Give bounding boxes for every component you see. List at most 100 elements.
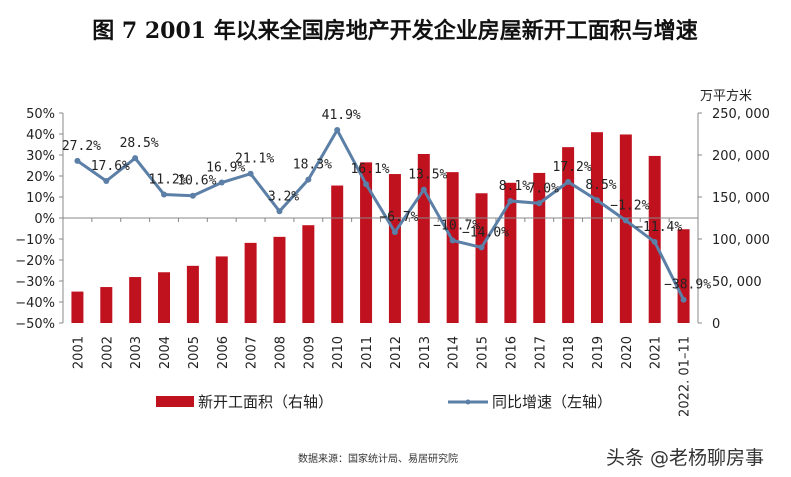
legend-bar-label: 新开工面积（右轴） (198, 393, 333, 411)
growth-point-2019 (593, 197, 600, 204)
growth-data-label: 18.3% (293, 158, 332, 173)
right-tick-label: 100, 000 (712, 233, 770, 248)
legend: 新开工面积（右轴） 同比增速（左轴） (156, 393, 612, 411)
growth-data-label: 28.5% (120, 136, 159, 151)
left-tick-label: 20% (26, 170, 55, 185)
source-note: 数据来源：国家统计局、易居研究院 (298, 452, 458, 465)
bar-new-starts-2019 (590, 132, 603, 323)
growth-data-label: −11.4% (635, 220, 682, 235)
x-tick-label: 2018 (562, 336, 577, 369)
growth-data-label: 41.9% (322, 108, 361, 123)
bar-new-starts-2008 (273, 236, 286, 323)
x-tick-label: 2013 (418, 336, 433, 369)
growth-data-label: 17.6% (91, 159, 130, 174)
bar-new-starts-2005 (186, 265, 199, 323)
bar-new-starts-2001 (71, 291, 84, 323)
growth-point-2016 (507, 197, 514, 204)
legend-bar-swatch (156, 396, 194, 407)
x-tick-label: 2005 (187, 336, 202, 369)
growth-point-2005 (189, 192, 196, 199)
growth-data-label: 7.0% (528, 181, 559, 196)
growth-point-2017 (536, 200, 543, 207)
x-tick-label: 2011 (360, 336, 375, 369)
growth-data-label: −38.9% (664, 278, 711, 293)
growth-data-label: −10.7% (433, 218, 480, 233)
growth-data-label: 17.2% (553, 160, 592, 175)
x-tick-label: 2019 (591, 336, 606, 369)
right-axis-unit: 万平方米 (700, 88, 752, 104)
x-tick-label: 2010 (331, 336, 346, 369)
left-tick-label: −10% (15, 233, 55, 248)
bar-new-starts-2020 (619, 134, 632, 323)
x-tick-label: 2014 (447, 336, 462, 369)
growth-point-2001 (74, 157, 81, 164)
growth-point-2008 (276, 208, 283, 215)
right-tick-label: 150, 000 (712, 191, 770, 206)
growth-data-label: 13.5% (408, 168, 447, 183)
x-tick-label: 2002 (100, 336, 115, 369)
bar-new-starts-2006 (215, 256, 228, 323)
growth-data-label: −14.0% (462, 225, 509, 240)
watermark: 头条 @老杨聊房事 (606, 447, 764, 469)
x-tick-label: 2007 (245, 336, 260, 369)
chart-title: 图 7 2001 年以来全国房地产开发企业房屋新开工面积与增速 (92, 18, 698, 44)
growth-data-label: −6.7% (379, 210, 418, 225)
x-tick-label: 2001 (71, 336, 86, 369)
x-tick-label: 2006 (216, 336, 231, 369)
growth-data-label: 16.1% (350, 162, 389, 177)
growth-point-2022. 01–11 (680, 296, 687, 303)
legend-line-marker (465, 399, 471, 405)
growth-point-2006 (218, 179, 225, 186)
bar-new-starts-2004 (158, 272, 171, 323)
growth-data-label: 27.2% (62, 139, 101, 154)
growth-data-label: 16.9% (206, 161, 245, 176)
growth-point-2013 (420, 186, 427, 193)
growth-data-label: 11.2% (148, 172, 187, 187)
legend-line-label: 同比增速（左轴） (492, 393, 612, 411)
left-tick-label: 40% (26, 128, 55, 143)
left-tick-label: 50% (26, 107, 55, 122)
bar-new-starts-2014 (446, 172, 459, 323)
x-tick-label: 2012 (389, 336, 404, 369)
growth-point-2003 (132, 155, 139, 162)
growth-point-2020 (622, 217, 629, 224)
x-tick-label: 2004 (158, 336, 173, 369)
x-tick-label: 2009 (302, 336, 317, 369)
growth-data-label: 8.1% (499, 179, 530, 194)
bar-new-starts-2003 (129, 277, 142, 323)
x-tick-label: 2008 (273, 336, 288, 369)
bar-new-starts-2017 (533, 172, 546, 323)
bar-new-starts-2015 (475, 193, 488, 323)
bar-new-starts-2022. 01–11 (677, 229, 690, 323)
bar-new-starts-2002 (100, 287, 113, 323)
growth-point-2012 (391, 229, 398, 236)
growth-point-2014 (449, 237, 456, 244)
growth-point-2018 (565, 178, 572, 185)
bar-new-starts-2007 (244, 242, 257, 323)
bar-new-starts-2009 (302, 225, 315, 323)
growth-data-label: 21.1% (235, 152, 274, 167)
growth-point-2007 (247, 170, 254, 177)
left-tick-label: −50% (15, 317, 55, 332)
x-tick-label: 2021 (649, 336, 664, 369)
x-tick-label: 2022. 01–11 (678, 336, 693, 417)
growth-data-label: 3.2% (268, 189, 299, 204)
left-tick-label: −30% (15, 275, 55, 290)
growth-point-2015 (478, 244, 485, 251)
x-tick-label: 2003 (129, 336, 144, 369)
x-tick-label: 2016 (504, 336, 519, 369)
bar-new-starts-2010 (331, 185, 344, 323)
growth-data-label: 8.5% (585, 178, 616, 193)
bar-new-starts-2018 (562, 147, 575, 323)
growth-point-2010 (334, 127, 341, 134)
growth-point-2021 (651, 238, 658, 245)
right-tick-label: 0 (712, 317, 720, 332)
bar-new-starts-2012 (388, 174, 401, 323)
growth-data-label: 10.6% (177, 174, 216, 189)
growth-point-2004 (161, 191, 168, 198)
growth-point-2011 (363, 181, 370, 188)
left-tick-label: 10% (26, 191, 55, 206)
right-tick-label: 250, 000 (712, 107, 770, 122)
